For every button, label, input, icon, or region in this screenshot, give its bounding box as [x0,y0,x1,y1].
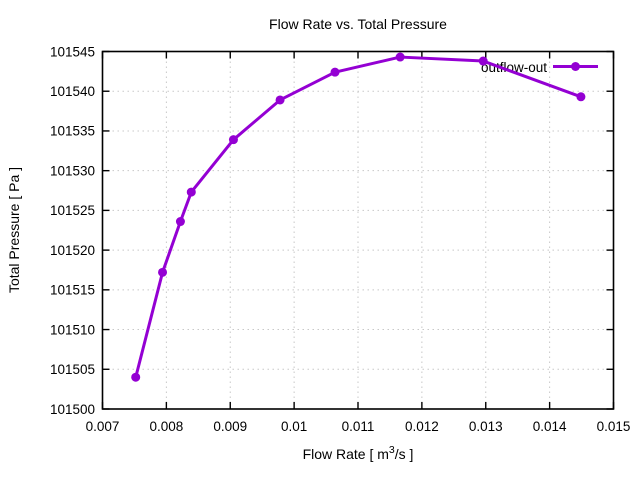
x-tick-label: 0.014 [533,419,567,434]
x-tick-label: 0.015 [597,419,631,434]
y-tick-label: 101545 [50,44,95,59]
data-point [131,372,141,382]
chart-title: Flow Rate vs. Total Pressure [269,16,447,32]
data-point [395,52,405,62]
x-tick-label: 0.012 [405,419,439,434]
plot-frame [101,50,615,410]
data-point [478,56,488,66]
data-point [330,67,340,77]
data-point [158,267,168,277]
data-point [275,95,285,105]
y-tick-label: 101530 [50,163,95,178]
x-tick-label: 0.007 [86,419,120,434]
data-line [134,55,583,379]
x-tick-label: 0.011 [342,419,375,434]
y-tick-label: 101535 [50,124,95,139]
data-point [576,92,586,102]
y-tick-label: 101520 [50,243,95,258]
x-tick-label: 0.008 [149,419,183,434]
x-axis-label: Flow Rate [ m3/s ] [303,444,414,462]
x-axis-label-prefix: Flow Rate [ m [303,446,389,462]
legend: outflow-out [481,60,598,75]
y-tick-label: 101505 [50,362,95,377]
y-axis-label: Total Pressure [ Pa ] [6,167,22,293]
x-axis-label-suffix: /s ] [395,446,414,462]
x-tick-label: 0.009 [213,419,247,434]
legend-marker-icon [571,62,580,71]
data-series-layer [131,52,586,382]
legend-label: outflow-out [481,60,547,75]
plot-grid-frame: 0.007 0.008 0.009 0.01 0.011 0.012 0.013 0.014 0… [50,44,630,434]
y-tick-label: 101540 [50,84,95,99]
y-tick-label: 101515 [50,283,95,298]
data-point [186,187,196,197]
x-axis-label-superscript: 3 [389,444,395,456]
x-tick-label: 0.01 [281,419,307,434]
y-tick-label: 101510 [50,322,95,337]
y-tick-label: 101500 [50,402,95,417]
data-point [228,135,238,145]
data-point [175,217,185,227]
x-tick-label: 0.013 [469,419,503,434]
y-tick-label: 101525 [50,203,95,218]
